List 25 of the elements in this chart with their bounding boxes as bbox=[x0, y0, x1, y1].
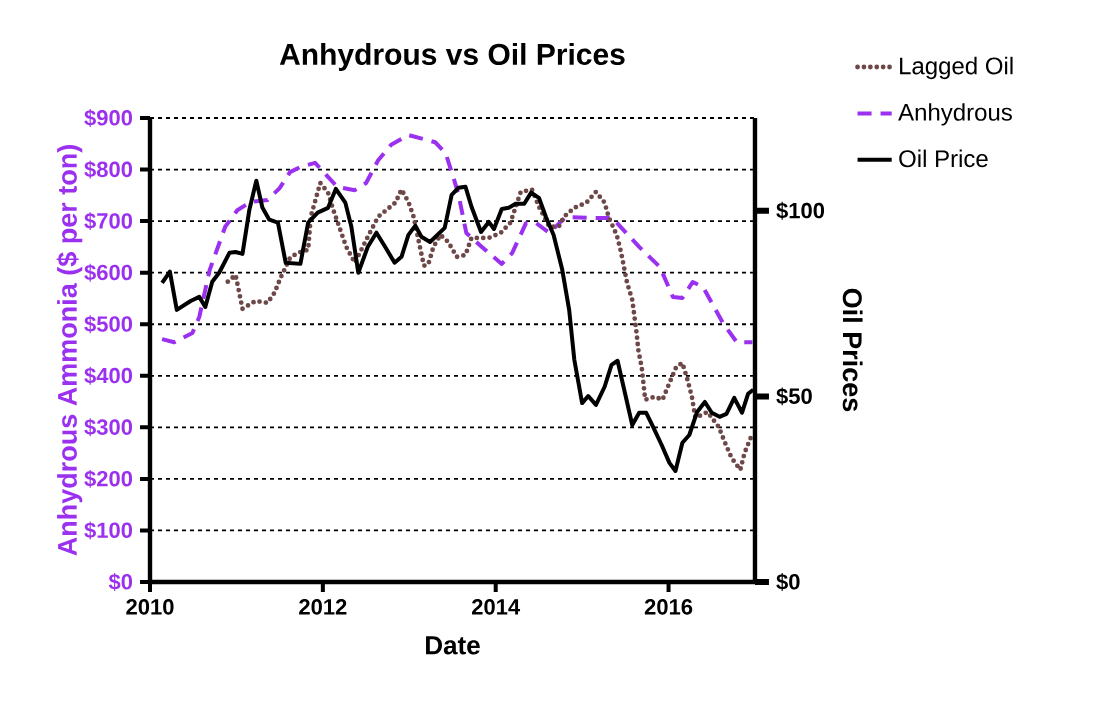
x-tick-label: 2010 bbox=[126, 599, 174, 615]
y2-tick-label: $0 bbox=[776, 573, 800, 591]
y2-axis-title: Oil Prices bbox=[842, 288, 863, 412]
y-tick-label: $200 bbox=[84, 469, 133, 488]
x-tick-label: 2016 bbox=[644, 599, 693, 615]
x-tick-label: 2012 bbox=[299, 599, 347, 615]
y2-tick-label: $50 bbox=[776, 387, 812, 406]
y-tick-label: $0 bbox=[108, 573, 133, 591]
line-series bbox=[160, 133, 755, 345]
y-tick-label: $100 bbox=[84, 521, 133, 540]
y-tick-label: $400 bbox=[84, 366, 133, 385]
chart-title: Anhydrous vs Oil Prices bbox=[279, 42, 625, 71]
x-tick-label: 2014 bbox=[471, 599, 521, 615]
y-tick-label: $600 bbox=[84, 263, 133, 282]
x-axis-title: Date bbox=[426, 636, 480, 655]
legend-label: Anhydrous bbox=[898, 103, 1012, 126]
y-tick-label: $900 bbox=[84, 109, 133, 127]
y-axis-title: Anhydrous Ammonia ($ per ton) bbox=[56, 145, 83, 556]
y2-tick-label: $100 bbox=[776, 201, 825, 220]
y-tick-label: $300 bbox=[84, 418, 133, 437]
legend-label: Lagged Oil bbox=[900, 56, 1013, 80]
y-tick-label: $800 bbox=[84, 160, 133, 179]
y-tick-label: $700 bbox=[84, 212, 133, 231]
legend-label: Oil Price bbox=[899, 149, 988, 168]
y-tick-label: $500 bbox=[84, 315, 133, 334]
